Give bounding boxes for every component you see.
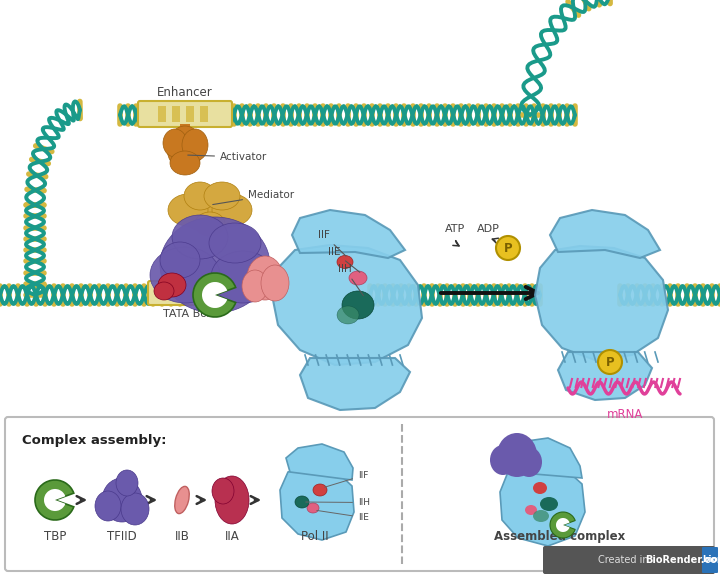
Ellipse shape	[158, 273, 186, 297]
Ellipse shape	[160, 242, 200, 278]
Bar	[164, 286, 171, 300]
Ellipse shape	[204, 182, 240, 210]
Ellipse shape	[247, 256, 283, 300]
Ellipse shape	[172, 215, 228, 259]
Polygon shape	[272, 245, 422, 365]
Wedge shape	[35, 480, 73, 520]
Text: Mediator: Mediator	[212, 190, 294, 204]
Text: mRNA: mRNA	[607, 408, 643, 421]
Wedge shape	[193, 273, 235, 317]
Ellipse shape	[178, 188, 242, 232]
Ellipse shape	[211, 251, 275, 303]
Text: Created in: Created in	[598, 555, 652, 565]
Text: TBP: TBP	[44, 530, 66, 543]
Polygon shape	[535, 246, 668, 360]
Wedge shape	[44, 489, 66, 511]
Ellipse shape	[490, 445, 516, 475]
FancyBboxPatch shape	[5, 417, 714, 571]
Ellipse shape	[175, 486, 189, 514]
Ellipse shape	[349, 271, 367, 285]
Ellipse shape	[182, 129, 208, 161]
Polygon shape	[286, 444, 353, 480]
Text: BioRender.com: BioRender.com	[645, 555, 720, 565]
Ellipse shape	[154, 282, 174, 300]
Ellipse shape	[337, 306, 359, 324]
Polygon shape	[500, 462, 585, 546]
Ellipse shape	[163, 129, 187, 157]
Ellipse shape	[533, 482, 547, 494]
Text: Enhancer: Enhancer	[157, 86, 213, 99]
Ellipse shape	[533, 510, 549, 522]
Text: ADP: ADP	[477, 224, 500, 234]
Polygon shape	[550, 210, 660, 258]
Text: IIH: IIH	[338, 264, 364, 295]
Text: Activator: Activator	[188, 152, 267, 162]
Ellipse shape	[516, 447, 542, 477]
Polygon shape	[300, 358, 410, 410]
Ellipse shape	[342, 291, 374, 319]
Ellipse shape	[497, 433, 537, 477]
Text: bio: bio	[702, 555, 718, 564]
Bar	[180, 124, 190, 152]
Polygon shape	[506, 438, 582, 478]
Text: ATP: ATP	[445, 224, 465, 234]
Ellipse shape	[313, 484, 327, 496]
Ellipse shape	[184, 182, 216, 210]
Text: IIF: IIF	[318, 230, 346, 256]
Ellipse shape	[307, 503, 319, 513]
Text: Assembled complex: Assembled complex	[495, 530, 626, 543]
Text: IIE: IIE	[328, 247, 360, 272]
Text: IIH: IIH	[306, 498, 370, 507]
Wedge shape	[202, 282, 228, 308]
Ellipse shape	[160, 217, 270, 313]
Text: IIF: IIF	[325, 471, 369, 487]
Ellipse shape	[102, 478, 142, 522]
Bar	[188, 286, 195, 300]
Polygon shape	[558, 352, 652, 400]
Text: P: P	[606, 355, 614, 369]
Bar	[158, 106, 166, 122]
Text: P: P	[504, 241, 513, 255]
Ellipse shape	[168, 194, 208, 226]
Ellipse shape	[261, 265, 289, 301]
Ellipse shape	[525, 505, 537, 515]
Ellipse shape	[121, 493, 149, 525]
Ellipse shape	[167, 126, 203, 170]
Ellipse shape	[209, 223, 261, 263]
Ellipse shape	[295, 496, 309, 508]
Text: IIA: IIA	[225, 530, 239, 543]
Ellipse shape	[212, 478, 234, 504]
Bar	[176, 286, 183, 300]
Ellipse shape	[150, 247, 220, 303]
Bar	[200, 286, 207, 300]
Text: Complex assembly:: Complex assembly:	[22, 434, 166, 447]
Ellipse shape	[116, 470, 138, 496]
FancyBboxPatch shape	[138, 101, 232, 127]
Ellipse shape	[212, 194, 252, 226]
Text: IIB: IIB	[174, 530, 189, 543]
Bar	[186, 106, 194, 122]
Wedge shape	[550, 512, 575, 538]
Circle shape	[598, 350, 622, 374]
Bar	[200, 106, 208, 122]
Wedge shape	[556, 518, 570, 532]
Ellipse shape	[95, 491, 121, 521]
FancyBboxPatch shape	[543, 546, 715, 574]
Ellipse shape	[170, 151, 200, 175]
Ellipse shape	[337, 256, 353, 268]
Text: IIE: IIE	[317, 510, 369, 522]
Ellipse shape	[242, 270, 268, 302]
FancyBboxPatch shape	[702, 547, 718, 573]
Ellipse shape	[195, 212, 225, 236]
Ellipse shape	[215, 476, 249, 524]
Text: TFIID: TFIID	[107, 530, 137, 543]
Polygon shape	[292, 210, 405, 258]
Polygon shape	[280, 466, 354, 540]
FancyBboxPatch shape	[148, 281, 227, 305]
Circle shape	[496, 236, 520, 260]
Text: Pol II: Pol II	[301, 530, 329, 543]
Ellipse shape	[540, 497, 558, 511]
Bar	[172, 106, 180, 122]
Text: TATA Box: TATA Box	[163, 309, 213, 319]
